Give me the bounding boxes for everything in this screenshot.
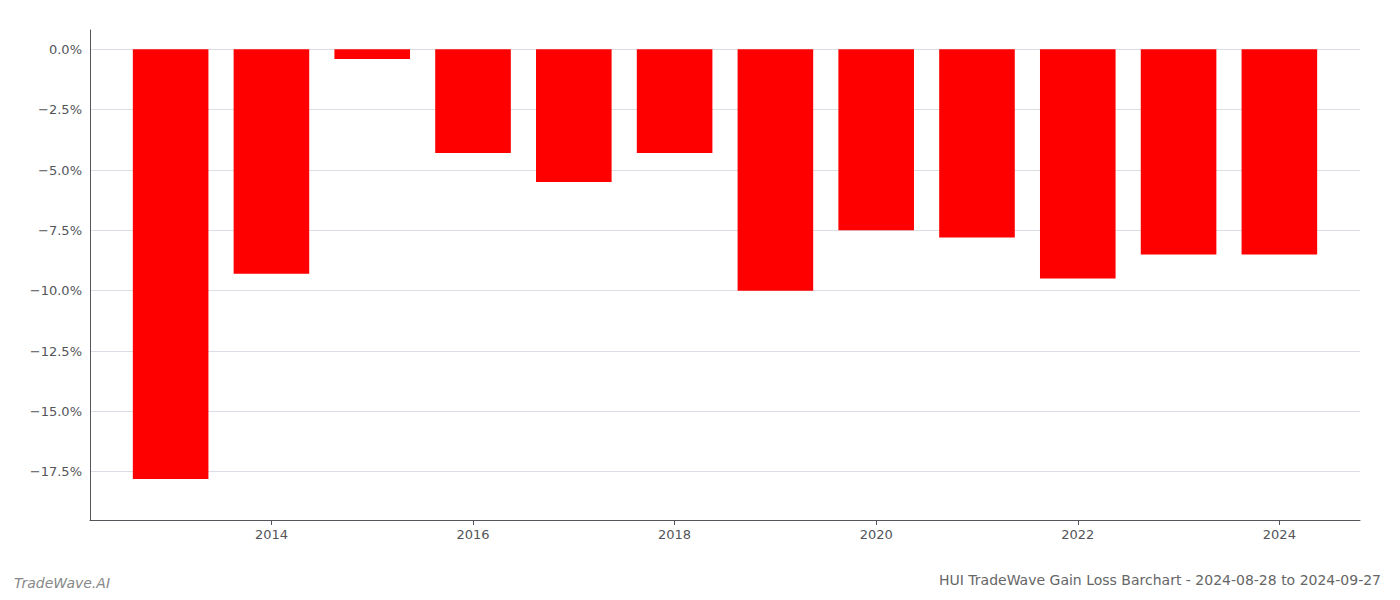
- svg-text:2020: 2020: [860, 527, 893, 542]
- svg-text:−2.5%: −2.5%: [38, 102, 82, 117]
- svg-text:0.0%: 0.0%: [49, 42, 82, 57]
- svg-text:TradeWave.AI: TradeWave.AI: [14, 575, 110, 591]
- svg-text:2022: 2022: [1061, 527, 1094, 542]
- svg-text:−7.5%: −7.5%: [38, 223, 82, 238]
- svg-text:−12.5%: −12.5%: [30, 344, 82, 359]
- svg-text:2018: 2018: [658, 527, 691, 542]
- svg-text:−15.0%: −15.0%: [30, 404, 82, 419]
- svg-text:−10.0%: −10.0%: [30, 283, 82, 298]
- svg-text:2014: 2014: [255, 527, 288, 542]
- svg-text:HUI TradeWave Gain Loss Barcha: HUI TradeWave Gain Loss Barchart - 2024-…: [939, 572, 1381, 588]
- svg-text:2016: 2016: [456, 527, 489, 542]
- svg-text:−5.0%: −5.0%: [38, 163, 82, 178]
- svg-text:−17.5%: −17.5%: [30, 464, 82, 479]
- svg-text:2024: 2024: [1263, 527, 1296, 542]
